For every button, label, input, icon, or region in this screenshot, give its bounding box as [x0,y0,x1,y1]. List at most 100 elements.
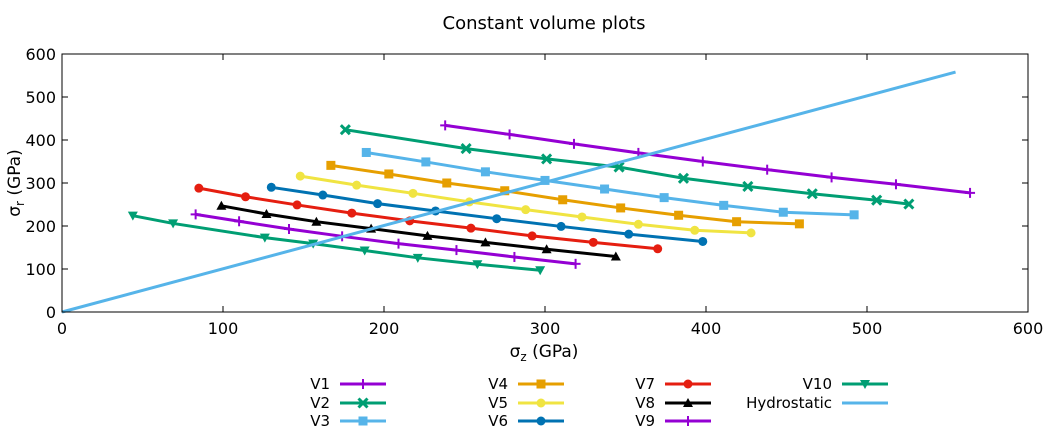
data-point-v3 [600,184,610,194]
legend-marker [357,397,369,409]
data-point-v1 [965,187,976,198]
data-point-v3 [361,147,371,157]
data-point-v7 [466,223,476,233]
y-tick-label: 200 [25,217,56,236]
data-point-v6 [624,229,634,239]
legend-label: Hydrostatic [746,394,832,412]
series-v1 [440,120,976,198]
legend-label: V6 [488,412,508,430]
x-tick-label: 300 [530,319,561,338]
legend-label: V1 [310,375,330,393]
data-point-v1 [504,129,515,140]
legend-label: V3 [310,412,330,430]
data-point-v3 [778,207,788,217]
plot-area [61,70,976,314]
data-point-v4 [326,160,336,170]
data-point-v7 [527,231,537,241]
data-point-v9 [234,216,245,227]
data-point-v4 [500,186,510,196]
y-tick-label: 500 [25,88,56,107]
series-v4 [326,160,804,229]
data-point-v10 [168,219,179,229]
y-tick-label: 100 [25,260,56,279]
data-point-v2 [541,153,553,165]
data-point-v2 [871,194,883,206]
legend-label: V8 [635,394,655,412]
data-point-v3 [421,157,431,167]
legend-marker [358,416,368,426]
data-point-v9 [509,251,520,262]
data-point-v10 [259,233,270,243]
x-axis-label-sub: z [520,350,526,364]
data-point-v7 [194,183,204,193]
data-point-v3 [659,193,669,203]
data-point-v2 [677,172,690,184]
data-point-v10 [359,246,370,256]
legend-marker [683,416,693,426]
data-point-v6 [318,190,328,200]
legend-entry-v4: V4 [488,375,564,393]
data-point-v2 [903,198,915,210]
legend-label: V4 [488,375,508,393]
data-point-v8 [480,237,491,247]
legend-marker [536,398,546,408]
data-point-v7 [653,244,663,254]
data-point-v9 [284,224,295,235]
axes: 0 100 200 300 400 500 600 0 100 200 300 400 500 600 [25,45,1043,338]
x-axis-label: σz (GPa) [510,342,579,364]
legend-label: V5 [488,394,508,412]
data-point-v4 [384,169,394,179]
data-point-v4 [616,203,626,213]
data-point-v7 [292,200,302,210]
data-point-v8 [610,251,621,261]
data-point-v2 [339,124,351,136]
series-line-hydrostatic [61,70,956,314]
legend-entry-v2: V2 [310,394,386,412]
y-axis-label-base: σ [5,206,25,217]
data-point-v10 [412,253,423,263]
y-tick-label: 0 [46,303,56,322]
legend-label: V10 [803,375,832,393]
x-tick-label: 600 [1013,319,1044,338]
data-point-v3 [719,200,729,210]
data-point-v10 [127,211,138,221]
legend-entry-v9: V9 [635,412,711,430]
data-point-v6 [698,236,708,246]
data-point-v1 [762,164,773,175]
legend-marker [860,380,870,389]
y-axis-label: σr (GPa) [5,149,27,216]
data-point-v5 [408,188,418,198]
data-point-v1 [697,156,708,167]
data-point-v4 [674,210,684,220]
y-axis-label-unit: (GPa) [5,149,25,201]
data-point-v8 [422,230,433,240]
series-v7 [194,183,663,254]
series-line-v10 [132,214,541,272]
y-tick-label: 400 [25,131,56,150]
x-tick-label: 400 [691,319,722,338]
data-point-v6 [266,182,276,192]
x-tick-label: 200 [369,319,400,338]
legend-entry-hydrostatic: Hydrostatic [746,394,888,412]
data-point-v6 [373,199,383,209]
x-axis-label-base: σ [510,342,521,362]
data-point-v10 [472,260,483,270]
data-point-v5 [577,212,587,222]
series-line-v5 [300,174,752,235]
legend-marker [536,379,546,389]
data-point-v5 [690,225,700,235]
x-axis-label-unit: (GPa) [527,342,579,362]
legend-marker [358,379,368,389]
series-line-v6 [271,185,703,243]
data-point-v5 [746,228,756,238]
y-tick-label: 600 [25,45,56,64]
legend-entry-v1: V1 [310,375,386,393]
y-tick-label: 300 [25,174,56,193]
data-point-v9 [570,258,581,269]
data-point-v10 [535,266,546,276]
data-point-v4 [558,195,568,205]
series-v5 [295,171,756,238]
data-point-v8 [216,200,227,210]
legend-label: V9 [635,412,655,430]
data-point-v9 [190,209,201,220]
